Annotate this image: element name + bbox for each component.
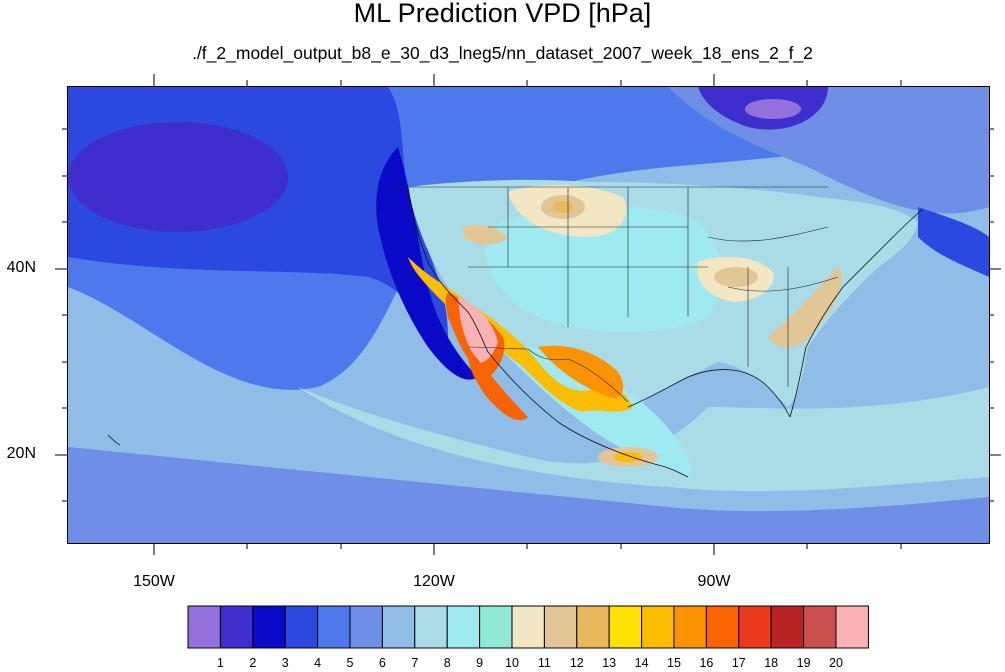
colorbar-label: 7 (411, 656, 419, 670)
lon-label-120w: 120W (413, 573, 455, 590)
colorbar-swatch (608, 605, 643, 649)
colorbar-swatch (381, 605, 416, 649)
colorbar-label: 19 (796, 656, 811, 670)
colorbar-swatch (252, 605, 286, 649)
map-subtitle: ./f_2_model_output_b8_e_30_d3_lneg5/nn_d… (192, 43, 813, 63)
colorbar-swatch (479, 605, 513, 649)
colorbar-swatch (770, 605, 805, 649)
coastlines (107, 186, 924, 478)
colorbar-label: 6 (378, 656, 386, 670)
colorbar-label: 5 (346, 656, 354, 670)
hudson-purple (745, 99, 801, 119)
colorbar-label: 10 (505, 656, 519, 670)
colorbar-label: 16 (699, 656, 714, 670)
map-title: ML Prediction VPD [hPa] (353, 0, 652, 28)
colorbar (187, 605, 869, 649)
colorbar-label: 4 (314, 656, 322, 670)
tropical-light (298, 387, 989, 492)
lon-label-90w: 90W (697, 573, 731, 590)
colorbar-label: 1 (216, 656, 224, 670)
colorbar-label: 13 (602, 656, 617, 670)
colorbar-label: 2 (249, 656, 257, 670)
colorbar-label: 20 (829, 656, 843, 670)
colorbar-label: 15 (667, 656, 681, 670)
colorbar-label: 14 (634, 656, 649, 670)
colorbar-swatch (576, 605, 610, 649)
colorbar-swatch (543, 605, 578, 649)
colorbar-swatch (349, 605, 383, 649)
southeast-warm (768, 267, 842, 348)
central-us-cyan (485, 206, 722, 332)
colorbar-label: 8 (443, 656, 451, 670)
colorbar-label: 18 (764, 656, 779, 670)
atlantic-dark (918, 207, 989, 277)
pacific-dark-center (68, 122, 288, 232)
baja-red (467, 347, 528, 421)
lat-label-40n: 40N (6, 259, 36, 276)
colorbar-label: 3 (281, 656, 289, 670)
coastal-dark-band (376, 147, 478, 380)
southern-ocean-band (68, 447, 989, 543)
colorbar-swatch (446, 605, 481, 649)
midwest-hot (714, 267, 758, 287)
colorbar-swatch (738, 605, 772, 649)
colorbar-swatch (187, 605, 221, 649)
lat-label-20n: 20N (6, 445, 36, 462)
map-frame (67, 86, 990, 544)
mexico-south-hot (614, 452, 642, 462)
vpd-map (68, 87, 989, 543)
colorbar-swatch (511, 605, 545, 649)
colorbar-swatch (284, 605, 319, 649)
colorbar-swatch (317, 605, 351, 649)
colorbar-swatch (641, 605, 675, 649)
colorbar-swatch (219, 605, 254, 649)
colorbar-label: 11 (537, 656, 551, 670)
lon-label-150w: 150W (133, 573, 175, 590)
colorbar-swatch (673, 605, 707, 649)
colorbar-swatch (705, 605, 740, 649)
colorbar-label: 12 (569, 656, 584, 670)
colorbar-label: 9 (476, 656, 484, 670)
texas-orange (538, 345, 624, 398)
colorbar-swatch (835, 605, 869, 649)
colorbar-swatch (803, 605, 837, 649)
colorbar-swatch (414, 605, 448, 649)
idaho-warm (463, 225, 508, 245)
colorbar-label: 17 (731, 656, 746, 670)
political-boundaries (388, 186, 839, 403)
